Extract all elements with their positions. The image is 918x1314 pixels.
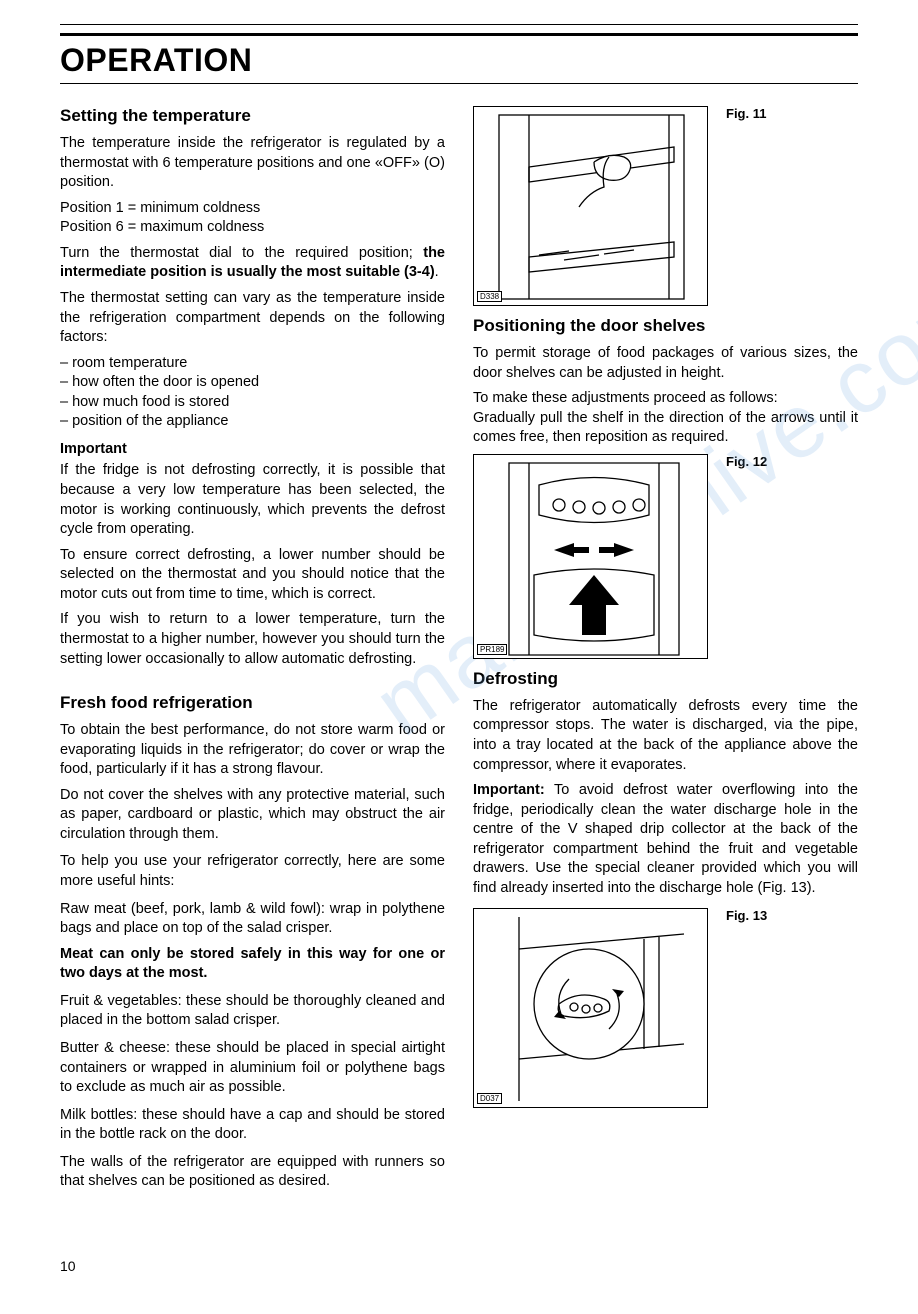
para: To help you use your refrigerator correc… <box>60 852 445 891</box>
para: To make these adjustments proceed as fol… <box>473 389 858 409</box>
right-column: D338 Fig. 11 Positioning the door shelve… <box>473 106 858 1198</box>
para: The refrigerator automatically defrosts … <box>473 697 858 775</box>
figure-11-label: Fig. 11 <box>726 106 766 121</box>
para: If the fridge is not defrosting correctl… <box>60 461 445 539</box>
figure-11: D338 <box>473 106 708 306</box>
list-item: room temperature <box>60 354 445 374</box>
para: Milk bottles: these should have a cap an… <box>60 1106 445 1145</box>
page-number: 10 <box>60 1258 858 1274</box>
left-column: Setting the temperature The temperature … <box>60 106 445 1198</box>
para: Important: To avoid defrost water overfl… <box>473 781 858 898</box>
para: Raw meat (beef, pork, lamb & wild fowl):… <box>60 900 445 939</box>
page-title: OPERATION <box>60 36 858 83</box>
figure-tag: D338 <box>477 291 502 302</box>
para: Fruit & vegetables: these should be thor… <box>60 992 445 1031</box>
heading-defrosting: Defrosting <box>473 669 858 689</box>
para: Position 1 = minimum coldness <box>60 199 445 219</box>
para: Do not cover the shelves with any protec… <box>60 786 445 845</box>
para: To obtain the best performance, do not s… <box>60 721 445 780</box>
list-item: how much food is stored <box>60 393 445 413</box>
para: The walls of the refrigerator are equipp… <box>60 1153 445 1192</box>
figure-13-label: Fig. 13 <box>726 908 767 923</box>
heading-fresh-food: Fresh food refrigeration <box>60 693 445 713</box>
para: If you wish to return to a lower tempera… <box>60 610 445 669</box>
para: Gradually pull the shelf in the directio… <box>473 409 858 448</box>
text: . <box>435 264 439 280</box>
heading-positioning: Positioning the door shelves <box>473 316 858 336</box>
top-rule <box>60 24 858 27</box>
text: Turn the thermostat dial to the required… <box>60 245 423 261</box>
list-item: position of the appliance <box>60 412 445 432</box>
para: To permit storage of food packages of va… <box>473 344 858 383</box>
factor-list: room temperature how often the door is o… <box>60 354 445 432</box>
para: Butter & cheese: these should be placed … <box>60 1039 445 1098</box>
text-bold: Important: <box>473 782 545 798</box>
figure-12-label: Fig. 12 <box>726 454 767 469</box>
heading-important: Important <box>60 440 445 460</box>
para: Turn the thermostat dial to the required… <box>60 244 445 283</box>
figure-11-row: D338 Fig. 11 <box>473 106 858 306</box>
heading-setting-temp: Setting the temperature <box>60 106 445 126</box>
para: The temperature inside the refrigerator … <box>60 134 445 193</box>
text: To avoid defrost water overflowing into … <box>473 782 858 896</box>
figure-tag: PR189 <box>477 644 507 655</box>
figure-13-row: D037 Fig. 13 <box>473 908 858 1108</box>
para: Position 6 = maximum coldness <box>60 218 445 238</box>
figure-12: PR189 <box>473 454 708 659</box>
para: To ensure correct defrosting, a lower nu… <box>60 546 445 605</box>
figure-12-row: PR189 Fig. 12 <box>473 454 858 659</box>
figure-tag: D037 <box>477 1093 502 1104</box>
figure-13: D037 <box>473 908 708 1108</box>
title-rule-below <box>60 83 858 84</box>
list-item: how often the door is opened <box>60 373 445 393</box>
para: The thermostat setting can vary as the t… <box>60 289 445 348</box>
para-bold: Meat can only be stored safely in this w… <box>60 945 445 984</box>
